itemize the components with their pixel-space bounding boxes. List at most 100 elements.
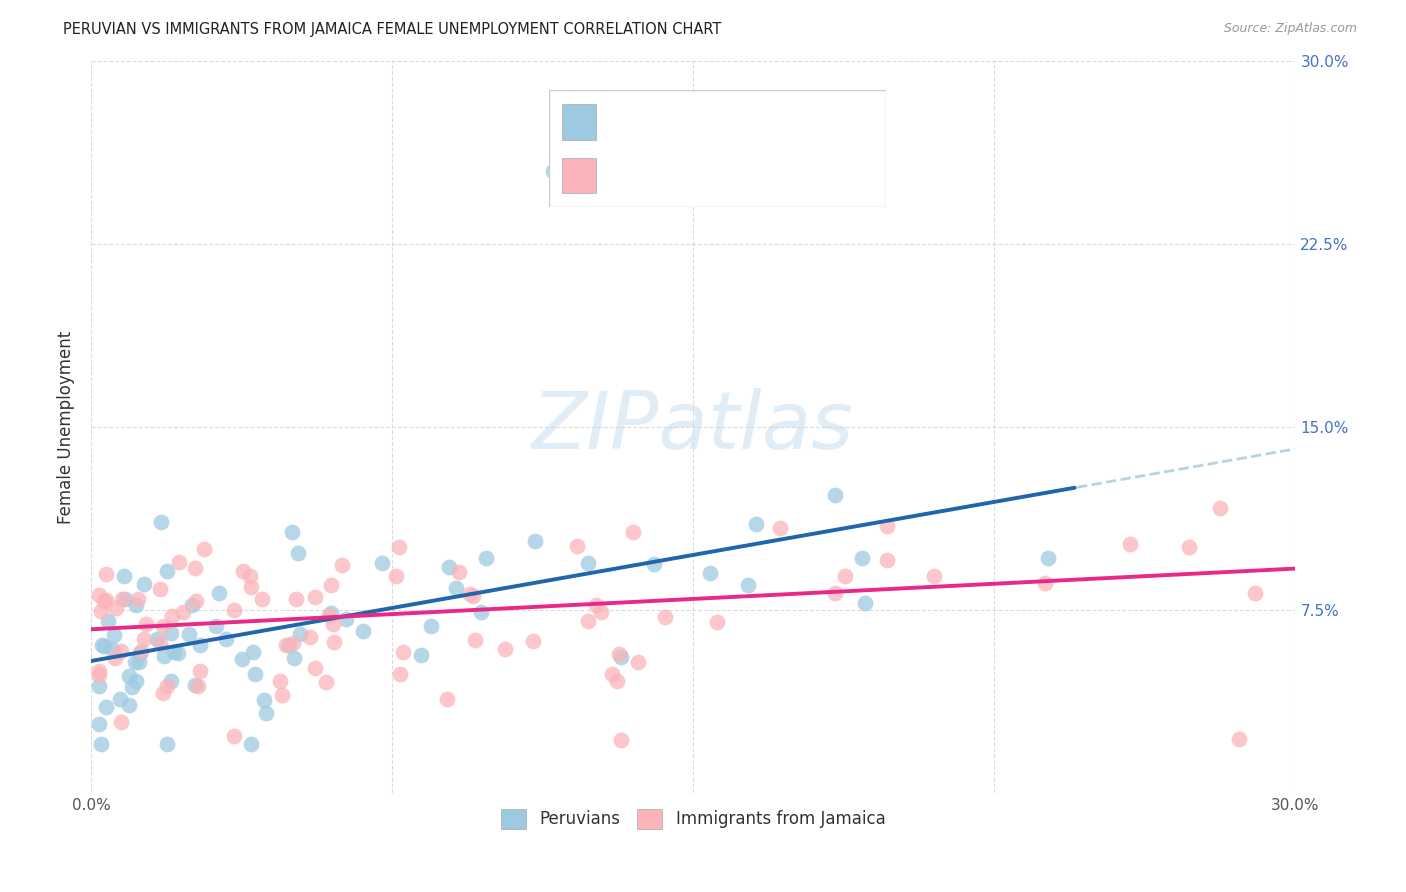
Point [253,693,276,707]
Point [322,616,344,631]
Point [436,691,458,706]
Point [352,624,374,639]
Point [114,592,136,607]
Point [184,560,207,574]
Point [610,733,633,747]
Point [1227,731,1250,746]
Point [706,615,728,630]
Point [129,646,152,660]
Point [160,674,183,689]
Point [208,586,231,600]
Point [606,673,628,688]
Point [824,586,846,600]
Point [1119,537,1142,551]
Point [271,688,294,702]
Point [242,645,264,659]
Point [304,591,326,605]
Point [156,737,179,751]
Text: PERUVIAN VS IMMIGRANTS FROM JAMAICA FEMALE UNEMPLOYMENT CORRELATION CHART: PERUVIAN VS IMMIGRANTS FROM JAMAICA FEMA… [63,22,721,37]
Point [281,636,304,650]
Point [269,673,291,688]
Point [239,737,262,751]
Point [222,603,245,617]
Point [283,651,305,665]
Point [391,645,413,659]
Point [184,594,207,608]
Point [89,664,111,678]
Point [851,550,873,565]
Point [162,645,184,659]
Point [1209,501,1232,516]
Point [745,516,768,531]
Point [93,593,115,607]
Point [214,632,236,647]
Point [245,666,267,681]
Point [304,660,326,674]
Point [167,646,190,660]
Point [128,655,150,669]
Point [585,598,607,612]
Point [922,569,945,583]
Point [97,614,120,628]
Point [385,568,408,582]
Point [737,578,759,592]
Point [1035,575,1057,590]
Point [623,524,645,539]
Point [110,714,132,729]
Point [108,691,131,706]
Point [254,706,277,720]
Point [110,644,132,658]
Point [149,582,172,596]
Point [565,540,588,554]
Point [94,699,117,714]
Point [125,598,148,612]
Point [117,669,139,683]
Point [129,644,152,658]
Point [654,609,676,624]
Point [834,569,856,583]
Point [419,619,441,633]
Point [444,582,467,596]
Point [104,650,127,665]
Point [177,626,200,640]
Point [188,638,211,652]
Point [121,680,143,694]
Point [627,655,650,669]
Point [288,626,311,640]
Point [330,558,353,572]
Point [1036,550,1059,565]
Point [522,633,544,648]
Point [111,592,134,607]
Point [318,608,340,623]
Point [180,599,202,613]
Text: ZIPatlas: ZIPatlas [533,388,855,466]
Point [239,580,262,594]
Point [150,515,173,529]
Point [124,656,146,670]
Point [824,488,846,502]
Point [160,626,183,640]
Point [541,164,564,178]
Point [125,673,148,688]
Point [576,614,599,628]
Point [232,564,254,578]
Point [135,617,157,632]
Point [319,606,342,620]
Point [458,587,481,601]
Point [93,639,115,653]
Point [152,619,174,633]
Point [576,556,599,570]
Point [89,679,111,693]
Point [589,605,612,619]
Point [315,674,337,689]
Point [461,589,484,603]
Point [205,619,228,633]
Point [186,679,208,693]
Point [876,518,898,533]
Point [610,650,633,665]
Point [94,567,117,582]
Point [172,605,194,619]
Point [494,641,516,656]
Point [112,569,135,583]
Point [321,577,343,591]
